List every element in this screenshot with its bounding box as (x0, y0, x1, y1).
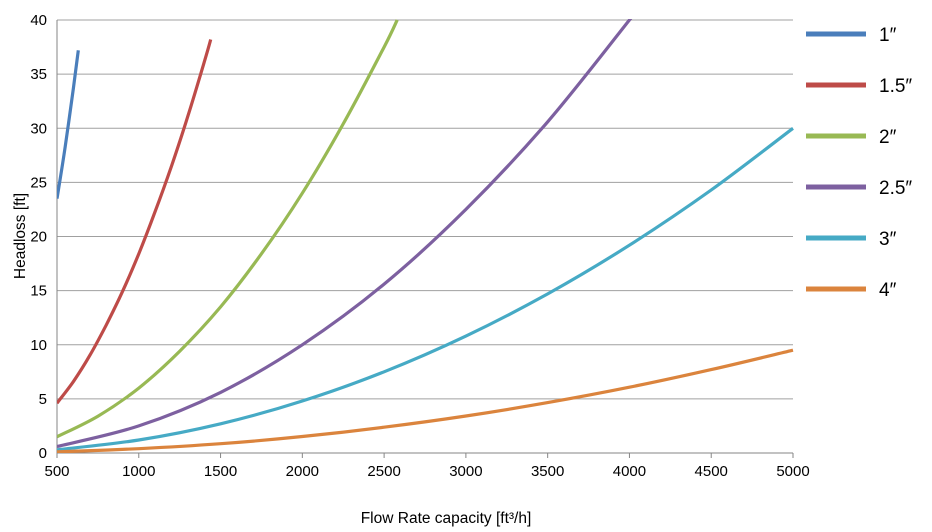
legend-label-1: 1.5″ (879, 76, 912, 97)
gridlines (56, 19, 793, 454)
legend: 1″ 1.5″ 2″ 2.5″ 3″ 4″ (806, 25, 912, 301)
y-tick-label: 0 (39, 445, 47, 462)
legend-label-5: 4″ (879, 280, 897, 301)
y-tick-label: 25 (30, 174, 47, 191)
series-line-1 (57, 39, 213, 405)
y-tick-label: 20 (30, 229, 47, 246)
x-tick-label: 1000 (122, 463, 155, 480)
series-line-3 (57, 19, 633, 449)
y-axis-ticks: 0 5 10 15 20 25 30 35 40 (30, 12, 47, 462)
y-tick-label: 40 (30, 12, 47, 29)
x-tick-label: 4000 (613, 463, 646, 480)
series-line-0 (57, 50, 80, 199)
x-tick-label: 1500 (204, 463, 237, 480)
x-tick-label: 5000 (776, 463, 809, 480)
legend-label-4: 3″ (879, 229, 897, 250)
y-tick-label: 30 (30, 120, 47, 137)
x-tick-label: 2500 (367, 463, 400, 480)
x-axis-title: Flow Rate capacity [ft³/h] (361, 510, 532, 527)
x-tick-label: 2000 (286, 463, 319, 480)
legend-label-2: 2″ (879, 127, 897, 148)
y-tick-label: 10 (30, 337, 47, 354)
x-axis-ticks: 500 1000 1500 2000 2500 3000 3500 4000 4500 5000 (44, 453, 810, 480)
y-tick-label: 15 (30, 283, 47, 300)
y-axis-title: Headloss [ft] (12, 193, 29, 279)
series-line-2 (57, 19, 399, 439)
series-line-5 (57, 348, 794, 453)
y-tick-label: 35 (30, 66, 47, 83)
x-tick-label: 4500 (695, 463, 728, 480)
x-tick-label: 3500 (531, 463, 564, 480)
y-tick-label: 5 (39, 391, 47, 408)
legend-label-3: 2.5″ (879, 178, 912, 199)
x-tick-label: 500 (44, 463, 69, 480)
series-lines (57, 19, 794, 453)
legend-label-0: 1″ (879, 25, 897, 46)
series-line-4 (57, 127, 794, 452)
x-tick-label: 3000 (449, 463, 482, 480)
